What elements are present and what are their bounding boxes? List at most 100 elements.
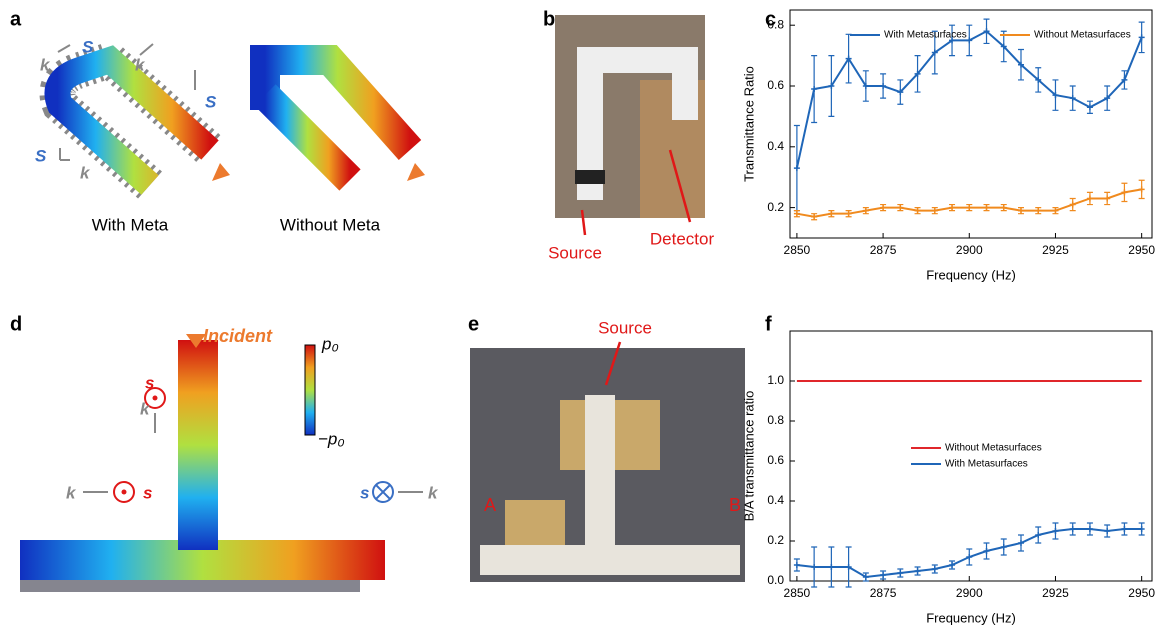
marker	[983, 548, 990, 554]
wave-label: k	[135, 55, 146, 74]
wave-label: k	[80, 163, 91, 182]
marker	[966, 37, 973, 44]
marker	[1035, 76, 1042, 83]
x-tick-label: 2950	[1128, 243, 1155, 257]
x-tick-label: 2900	[956, 586, 983, 600]
marker	[862, 207, 869, 214]
x-tick-label: 2900	[956, 243, 983, 257]
y-tick-label: 0.4	[767, 493, 784, 507]
y-tick-label: 0.4	[767, 139, 784, 153]
marker	[1035, 207, 1042, 214]
marker	[862, 574, 869, 580]
panel-label: a	[10, 8, 22, 30]
wave-label: k	[428, 483, 439, 502]
marker	[931, 207, 938, 214]
marker	[983, 204, 990, 211]
marker	[880, 83, 887, 89]
marker	[1121, 189, 1128, 196]
tube-without-meta	[250, 45, 422, 191]
y-tick-label: 0.2	[767, 533, 784, 547]
marker	[897, 570, 904, 576]
marker	[949, 37, 956, 44]
y-tick-label: 0.6	[767, 78, 784, 92]
marker	[1086, 526, 1093, 532]
marker	[1000, 544, 1007, 550]
marker	[1035, 532, 1042, 538]
marker	[828, 564, 835, 570]
marker	[845, 210, 852, 217]
wave-label: s	[143, 483, 152, 502]
marker	[1104, 95, 1111, 102]
wave-label: s	[360, 483, 369, 502]
x-tick-label: 2875	[870, 243, 897, 257]
plot-frame	[789, 9, 1153, 239]
marker	[845, 55, 852, 62]
x-tick-label: 2925	[1042, 586, 1069, 600]
legend-label: With Metasurfaces	[884, 30, 967, 41]
marker	[914, 207, 921, 214]
x-axis-label: Frequency (Hz)	[926, 610, 1016, 625]
panel-label: f	[765, 313, 772, 335]
wave-label: S	[35, 146, 47, 165]
marker	[1086, 195, 1093, 202]
tube-with-meta	[39, 39, 223, 199]
marker	[1017, 207, 1024, 214]
marker	[1086, 104, 1093, 111]
marker	[1052, 528, 1059, 534]
marker	[862, 83, 869, 89]
marker	[914, 70, 921, 77]
marker	[983, 28, 990, 35]
legend-label: Without Metasurfaces	[945, 443, 1042, 454]
wave-label: s	[145, 373, 154, 392]
photo	[555, 15, 705, 218]
legend-label: With Metasurfaces	[945, 459, 1028, 470]
annotation: A	[484, 495, 496, 515]
marker	[1138, 526, 1145, 532]
marker	[966, 204, 973, 211]
incident-label: Incident	[203, 326, 273, 346]
marker	[793, 562, 800, 568]
wave-label: k	[140, 399, 151, 418]
marker	[1069, 201, 1076, 208]
annotation: Source	[598, 318, 652, 337]
marker	[931, 566, 938, 572]
marker	[845, 564, 852, 570]
arrow	[580, 149, 692, 236]
caption: With Meta	[92, 215, 169, 234]
panel-label: c	[765, 8, 776, 30]
marker	[1000, 204, 1007, 211]
marker	[1121, 76, 1128, 83]
panel-label: e	[468, 313, 479, 335]
wave-label: k	[40, 55, 51, 74]
marker	[949, 204, 956, 211]
y-tick-label: 0.0	[767, 573, 784, 587]
wave-label: S	[82, 37, 94, 56]
annotation: Detector	[650, 229, 715, 248]
y-tick-label: 0.6	[767, 453, 784, 467]
caption: Without Meta	[280, 215, 381, 234]
y-axis-label: Transmittance Ratio	[741, 66, 756, 182]
arrow	[57, 43, 196, 161]
x-tick-label: 2850	[784, 586, 811, 600]
y-tick-label: 0.8	[767, 413, 784, 427]
t-junction	[20, 340, 385, 592]
annotation: Source	[548, 243, 602, 262]
y-tick-label: 1.0	[767, 373, 784, 387]
marker	[1104, 195, 1111, 202]
arrow	[186, 334, 206, 348]
marker	[1052, 92, 1059, 99]
y-axis-label: B/A transmittance ratio	[741, 391, 756, 522]
marker	[949, 562, 956, 568]
marker	[828, 210, 835, 217]
marker	[897, 204, 904, 211]
marker	[793, 210, 800, 217]
x-tick-label: 2875	[870, 586, 897, 600]
marker	[1104, 528, 1111, 534]
y-tick-label: 0.8	[767, 17, 784, 31]
colorbar-label: p₀	[321, 334, 339, 353]
wave-label: k	[66, 483, 77, 502]
marker	[1052, 207, 1059, 214]
marker	[1121, 526, 1128, 532]
annotation: B	[729, 495, 741, 515]
